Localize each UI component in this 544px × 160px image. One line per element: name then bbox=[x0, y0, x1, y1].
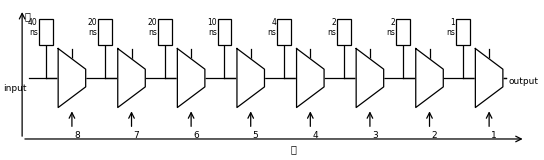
Polygon shape bbox=[58, 48, 86, 108]
Text: 2
ns: 2 ns bbox=[327, 18, 336, 37]
Bar bbox=[277, 19, 291, 45]
Bar bbox=[337, 19, 350, 45]
Text: 4: 4 bbox=[312, 131, 318, 140]
Text: 40
ns: 40 ns bbox=[28, 18, 38, 37]
Text: output: output bbox=[509, 77, 539, 86]
Polygon shape bbox=[118, 48, 145, 108]
Polygon shape bbox=[177, 48, 205, 108]
Bar bbox=[39, 19, 53, 45]
Text: 20
ns: 20 ns bbox=[88, 18, 97, 37]
Bar bbox=[218, 19, 231, 45]
Text: 20
ns: 20 ns bbox=[147, 18, 157, 37]
Text: 5: 5 bbox=[252, 131, 258, 140]
Polygon shape bbox=[475, 48, 503, 108]
Text: 2: 2 bbox=[431, 131, 437, 140]
Text: 7: 7 bbox=[133, 131, 139, 140]
Text: 3: 3 bbox=[372, 131, 378, 140]
Bar bbox=[98, 19, 112, 45]
Polygon shape bbox=[416, 48, 443, 108]
Text: 8: 8 bbox=[74, 131, 79, 140]
Polygon shape bbox=[296, 48, 324, 108]
Text: 1
ns: 1 ns bbox=[446, 18, 455, 37]
Text: 1: 1 bbox=[491, 131, 497, 140]
Text: 列: 列 bbox=[24, 11, 30, 21]
Text: 行: 行 bbox=[290, 144, 296, 154]
Text: 2
ns: 2 ns bbox=[387, 18, 395, 37]
Polygon shape bbox=[356, 48, 384, 108]
Bar bbox=[397, 19, 410, 45]
Bar bbox=[158, 19, 172, 45]
Text: 4
ns: 4 ns bbox=[267, 18, 276, 37]
Bar bbox=[456, 19, 470, 45]
Polygon shape bbox=[237, 48, 264, 108]
Text: 10
ns: 10 ns bbox=[207, 18, 217, 37]
Text: input: input bbox=[4, 84, 27, 93]
Text: 6: 6 bbox=[193, 131, 199, 140]
